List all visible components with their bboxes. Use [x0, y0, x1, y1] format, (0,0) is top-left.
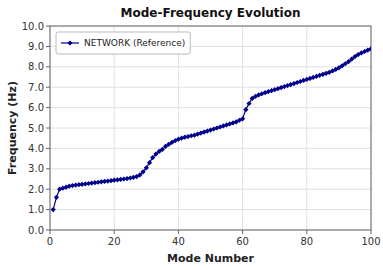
- tick-label: 40: [172, 236, 185, 247]
- title: Mode-Frequency Evolution: [121, 6, 301, 20]
- data: [51, 46, 371, 212]
- tick-label: 9.0: [28, 41, 44, 52]
- tick-mark: [114, 230, 115, 234]
- marker: [240, 116, 245, 121]
- tick-mark: [46, 148, 50, 149]
- tick-label: 2.0: [28, 184, 44, 195]
- legend-label: NETWORK (Reference): [84, 38, 185, 48]
- axes: 0.0 1.0 2.0 3.0 4.0 5.0 6.0 7.0 8.0 9.0 10.0 0 20 40 6…: [22, 21, 381, 248]
- grid-line: [50, 168, 371, 169]
- tick-label: 3.0: [28, 163, 44, 174]
- tick-mark: [46, 107, 50, 108]
- marker: [368, 46, 371, 51]
- marker: [160, 147, 165, 152]
- chart: 0.0 1.0 2.0 3.0 4.0 5.0 6.0 7.0 8.0 9.0 10.0 0 20 40 6…: [0, 0, 383, 270]
- tick-label: 80: [300, 236, 313, 247]
- series-line: [53, 49, 371, 210]
- grid-line: [50, 209, 371, 210]
- marker: [51, 207, 56, 212]
- marker: [140, 169, 145, 174]
- tick-label: 6.0: [28, 102, 44, 113]
- tick-label: 20: [108, 236, 121, 247]
- tick-mark: [46, 128, 50, 129]
- tick-label: 1.0: [28, 204, 44, 215]
- marker: [150, 155, 155, 160]
- tick-mark: [50, 230, 51, 234]
- grid-line: [114, 26, 115, 230]
- tick-mark: [242, 230, 243, 234]
- marker: [147, 160, 152, 165]
- y-axis-label: Frequency (Hz): [6, 81, 19, 175]
- plot-frame: [50, 26, 371, 230]
- marker: [137, 172, 142, 177]
- x-axis-label: Mode Number: [167, 252, 255, 265]
- legend: NETWORK (Reference): [56, 32, 190, 54]
- grid-line: [242, 26, 243, 230]
- tick-mark: [46, 87, 50, 88]
- tick-label: 10.0: [22, 21, 44, 32]
- tick-mark: [371, 230, 372, 234]
- marker: [54, 195, 59, 200]
- grid-line: [178, 26, 179, 230]
- marker: [67, 40, 72, 45]
- grid-line: [50, 189, 371, 190]
- grid-line: [50, 148, 371, 149]
- marker: [246, 101, 251, 106]
- tick-mark: [46, 230, 50, 231]
- tick-mark: [46, 26, 50, 27]
- grid: [50, 26, 371, 230]
- tick-label: 5.0: [28, 123, 44, 134]
- tick-mark: [46, 66, 50, 67]
- tick-mark: [46, 189, 50, 190]
- tick-mark: [178, 230, 179, 234]
- tick-label: 0.0: [28, 225, 44, 236]
- grid-line: [306, 26, 307, 230]
- tick-label: 100: [361, 236, 380, 247]
- tick-label: 0: [47, 236, 53, 247]
- tick-mark: [306, 230, 307, 234]
- grid-line: [50, 87, 371, 88]
- tick-label: 4.0: [28, 143, 44, 154]
- tick-mark: [46, 46, 50, 47]
- grid-line: [50, 66, 371, 67]
- marker: [243, 107, 248, 112]
- page: {"chart_data": { "type": "line", "title"…: [0, 0, 383, 270]
- tick-label: 8.0: [28, 61, 44, 72]
- legend-box: [56, 32, 190, 54]
- plot-area: [50, 26, 371, 230]
- grid-line: [50, 107, 371, 108]
- tick-mark: [46, 209, 50, 210]
- background: [0, 0, 383, 270]
- tick-label: 7.0: [28, 82, 44, 93]
- marker: [144, 165, 149, 170]
- tick-label: 60: [236, 236, 249, 247]
- tick-mark: [46, 168, 50, 169]
